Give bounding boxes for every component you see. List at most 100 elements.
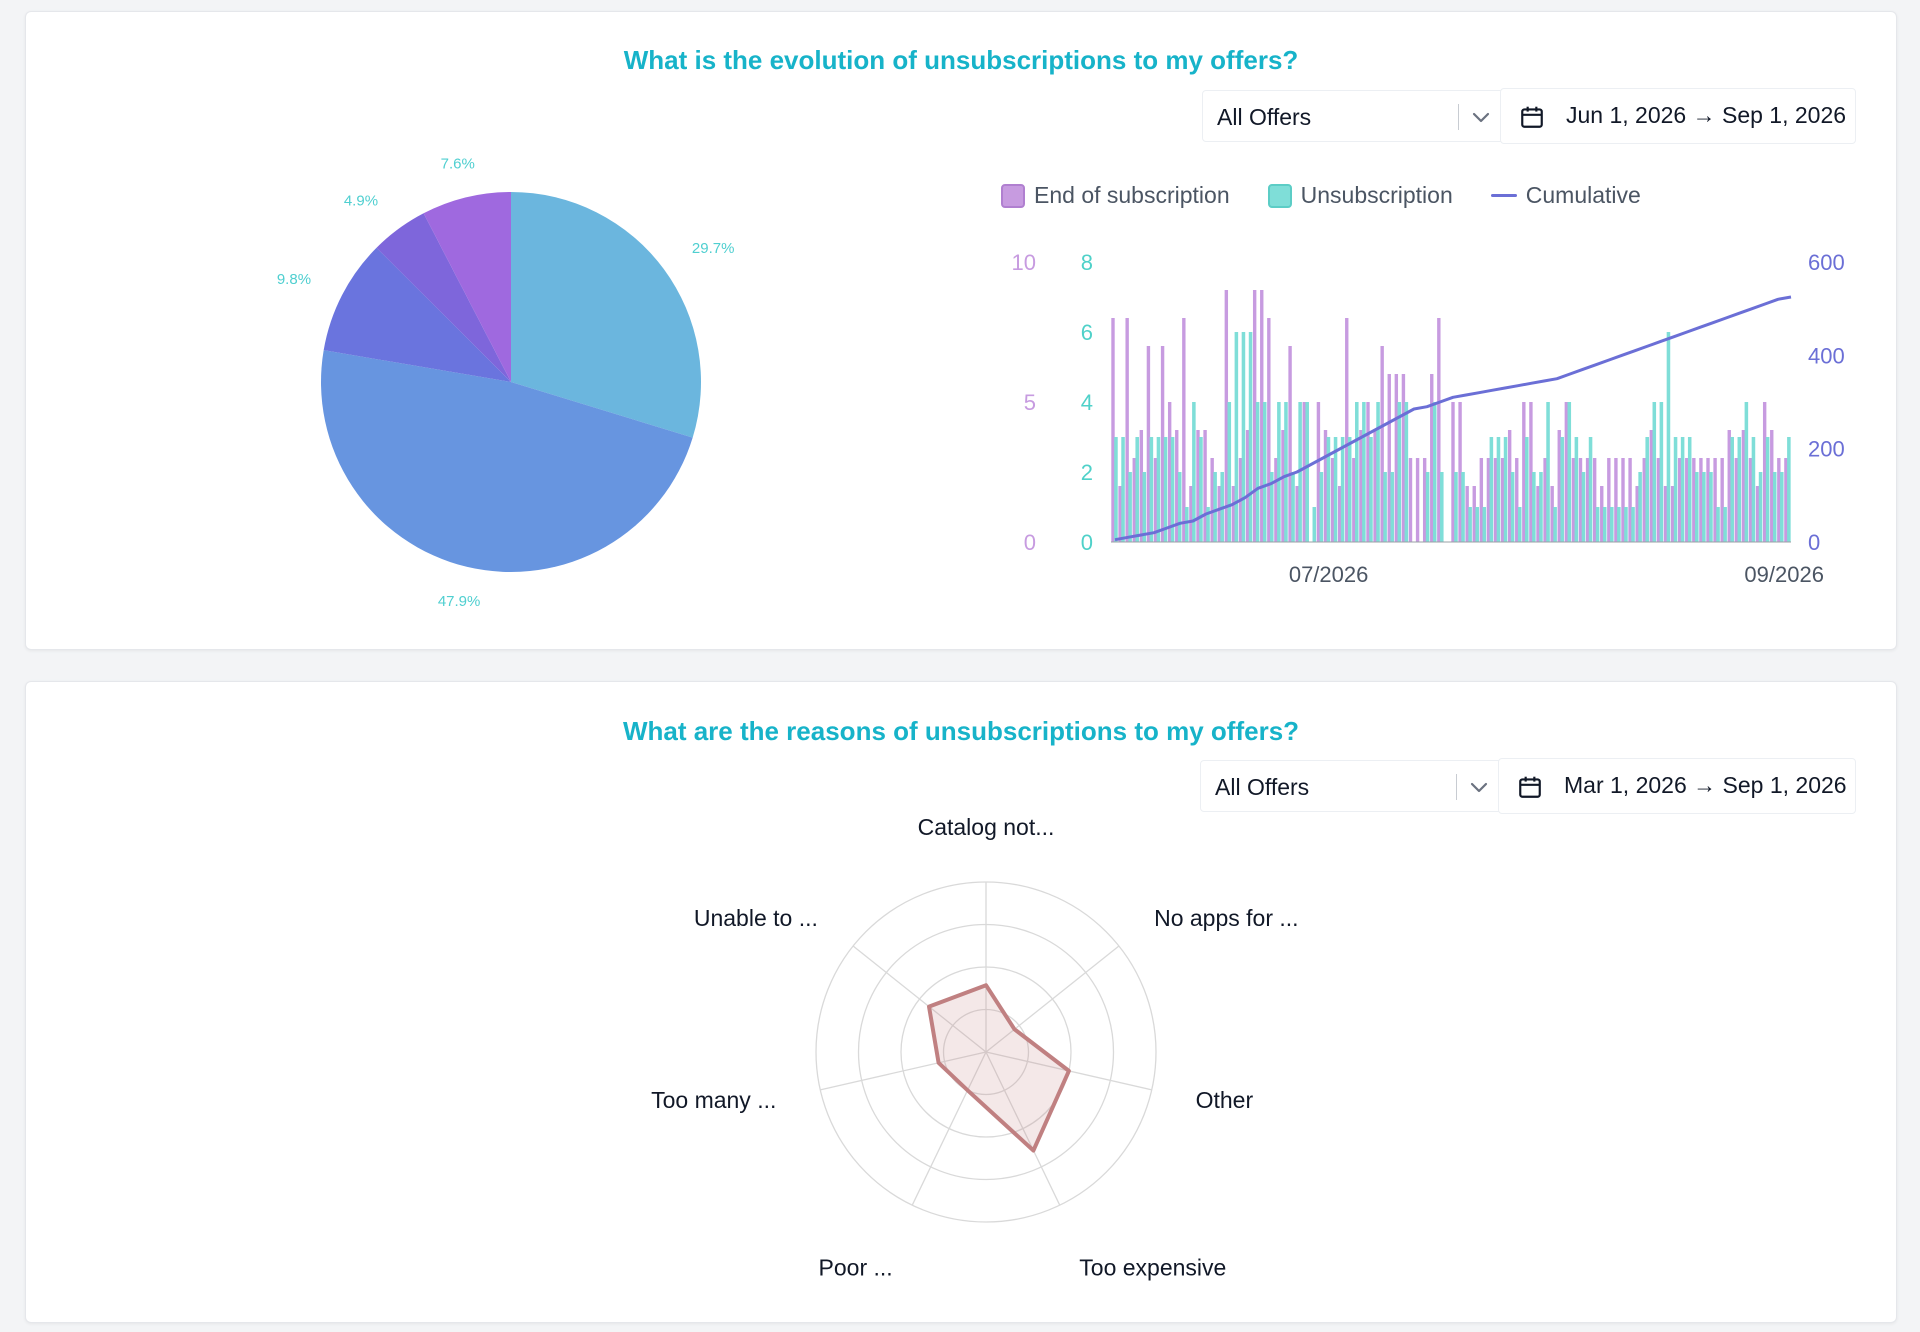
bar-unsubscription [1680,437,1685,542]
offer-select[interactable]: All Offers [1200,760,1504,812]
bar-unsubscription [1553,507,1557,542]
bar-unsubscription [1517,507,1522,542]
offer-select[interactable]: All Offers [1202,90,1506,142]
bar-unsubscription [1213,472,1217,542]
bar-end-of-subscription [1352,458,1356,542]
bar-end-of-subscription [1677,458,1682,542]
bar-end-of-subscription [1295,486,1299,542]
bar-end-of-subscription [1543,458,1547,542]
legend-cumulative[interactable]: Cumulative [1490,182,1641,209]
bar-unsubscription [1780,472,1784,542]
bar-unsubscription [1475,507,1479,542]
bar-end-of-subscription [1139,430,1144,542]
bar-end-of-subscription [1288,346,1292,542]
bar-end-of-subscription [1337,486,1342,542]
y-tick-label: 0 [1808,530,1820,555]
bar-end-of-subscription [1493,458,1498,542]
bar-end-of-subscription [1755,486,1760,542]
bar-end-of-subscription [1132,458,1136,542]
bar-end-of-subscription [1125,318,1129,542]
bar-unsubscription [1461,472,1465,542]
bar-unsubscription [1383,472,1387,542]
bar-end-of-subscription [1663,486,1668,542]
bar-end-of-subscription [1153,458,1158,542]
x-tick-label: 09/2026 [1744,562,1824,587]
card-title: What are the reasons of unsubscriptions … [622,716,1300,746]
bar-unsubscription [1262,402,1267,542]
bar-unsubscription [1432,402,1437,542]
bar-unsubscription [1730,437,1734,542]
bar-unsubscription [1355,402,1359,542]
bar-end-of-subscription [1401,374,1406,542]
cumulative-line [1114,295,1792,542]
bar-end-of-subscription [1600,486,1604,542]
x-tick-label: 07/2026 [1289,562,1369,587]
bar-end-of-subscription [1323,430,1328,542]
bar-end-of-subscription [1699,458,1703,542]
bar-end-of-subscription [1578,458,1583,542]
chart-legend: End of subscription Unsubscription Cumul… [1001,182,1679,209]
bar-end-of-subscription [1564,402,1569,542]
bar-unsubscription [1510,472,1515,542]
select-separator [1456,774,1457,800]
bar-end-of-subscription [1727,430,1731,542]
bar-unsubscription [1326,437,1331,542]
bar-unsubscription [1333,437,1338,542]
chevron-down-icon[interactable] [1469,105,1493,129]
bar-end-of-subscription [1451,402,1455,542]
date-range-picker[interactable]: Jun 1, 2026 → Sep 1, 2026 [1500,88,1856,144]
bar-end-of-subscription [1649,430,1654,542]
date-range-picker[interactable]: Mar 1, 2026 → Sep 1, 2026 [1498,758,1856,814]
bar-end-of-subscription [1656,458,1661,542]
bar-unsubscription [1673,437,1678,542]
bar-end-of-subscription [1415,458,1420,542]
bar-unsubscription [1610,507,1614,542]
bar-unsubscription [1709,472,1713,542]
bar-unsubscription [1270,472,1274,542]
legend-unsubscription[interactable]: Unsubscription [1267,182,1453,209]
legend-swatch [1267,183,1292,208]
bar-unsubscription [1602,507,1607,542]
y-tick-label: 8 [1081,250,1093,275]
pie-slice-label: 47.9% [438,593,481,610]
card-title: What is the evolution of unsubscriptions… [623,45,1299,75]
bar-unsubscription [1539,472,1543,542]
bar-unsubscription [1227,402,1232,542]
bar-unsubscription [1482,507,1487,542]
bar-end-of-subscription [1585,458,1590,542]
y-tick-label: 5 [1024,390,1036,415]
bar-unsubscription [1567,402,1572,542]
bar-unsubscription [1454,472,1458,542]
bar-unsubscription [1177,472,1182,542]
radar-chart: Catalog not... No apps for ... Other Too ex… [651,814,1298,1281]
radar-axis-label: Too expensive [1079,1255,1226,1281]
legend-end-of-subscription[interactable]: End of subscription [1001,182,1230,209]
bar-end-of-subscription [1274,458,1278,542]
bar-end-of-subscription [1217,486,1221,542]
legend-label: Unsubscription [1300,182,1453,208]
radar-area [927,983,1071,1153]
chevron-down-icon[interactable] [1467,775,1491,799]
bar-end-of-subscription [1260,290,1264,542]
pie-slice-label: 29.7% [692,240,735,257]
bar-unsubscription [1652,402,1657,542]
bar-end-of-subscription [1394,374,1399,542]
bar-unsubscription [1277,402,1281,542]
bar-unsubscription [1192,402,1196,542]
bar-end-of-subscription [1380,346,1384,542]
pie-slice-label: 9.8% [277,271,311,288]
bar-unsubscription [1170,437,1175,542]
calendar-icon [1519,776,1541,798]
pie-slice [376,213,511,382]
bar-end-of-subscription [1182,318,1186,542]
pie-slice [511,192,701,438]
bar-unsubscription [1128,472,1132,542]
bar-unsubscription [1376,402,1380,542]
bar-unsubscription [1440,472,1444,542]
bar-end-of-subscription [1330,458,1335,542]
radar-spoke [820,1051,987,1091]
bar-end-of-subscription [1522,402,1526,542]
bar-end-of-subscription [1231,486,1236,542]
bar-end-of-subscription [1465,486,1469,542]
bar-unsubscription [1695,472,1699,542]
